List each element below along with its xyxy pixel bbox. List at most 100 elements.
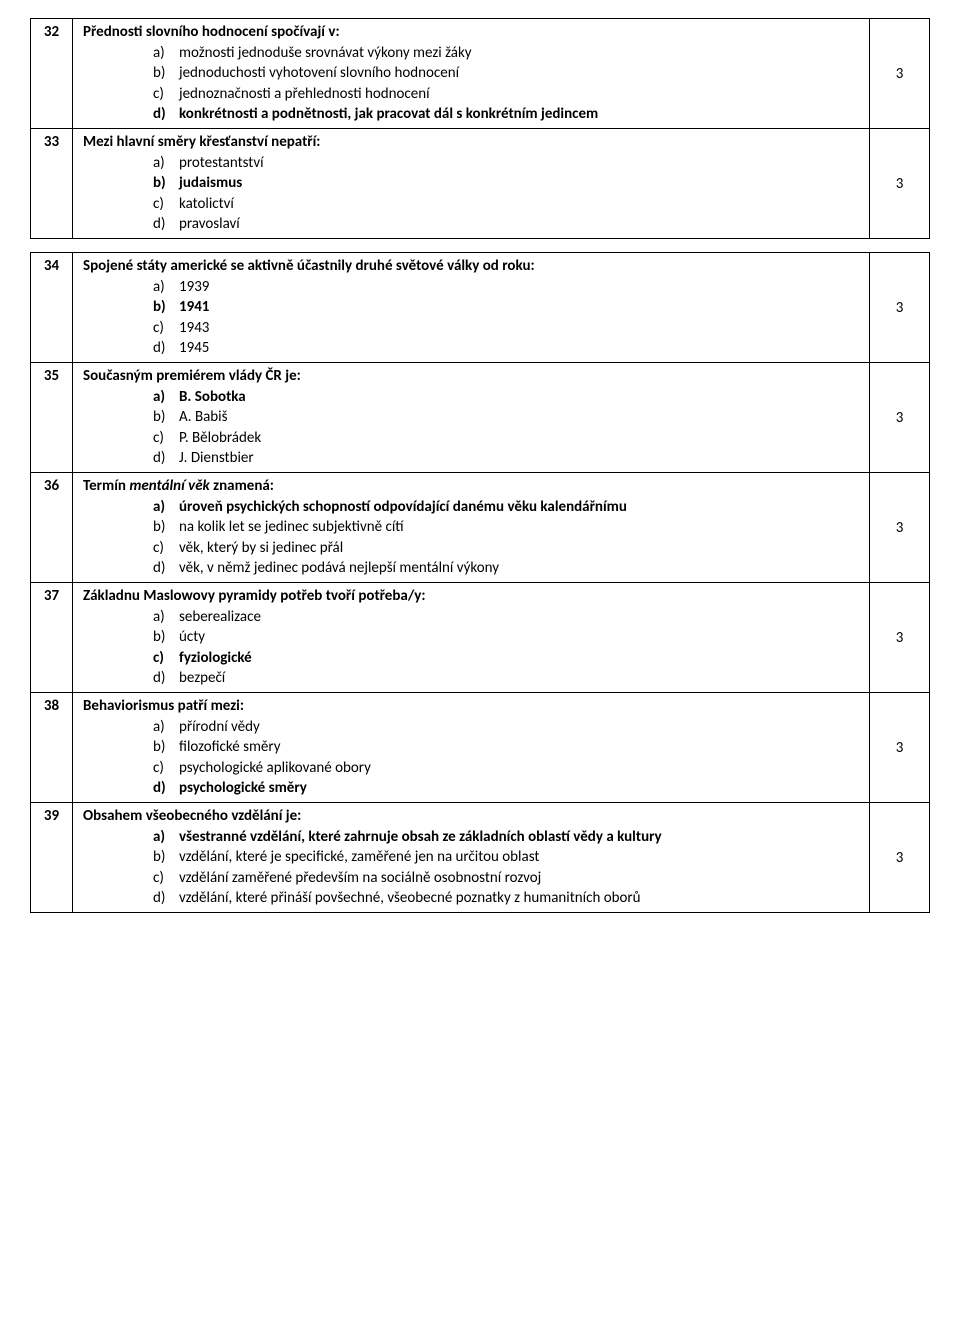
option-text: věk, v němž jedinec podává nejlepší ment… xyxy=(179,558,499,578)
option: d)vzdělání, které přináší povšechné, vše… xyxy=(153,888,861,908)
table-row: 32 Přednosti slovního hodnocení spočívají… xyxy=(31,19,930,129)
option-text: věk, který by si jedinec přál xyxy=(179,538,343,558)
option-text: judaismus xyxy=(179,173,242,193)
option: b)na kolik let se jedinec subjektivně cí… xyxy=(153,517,861,537)
question-options: a)úroveň psychických schopností odpovída… xyxy=(153,497,861,578)
question-content: Termín mentální věk znamená: a)úroveň psy… xyxy=(73,473,870,583)
option-text: 1943 xyxy=(179,318,209,338)
option: b)judaismus xyxy=(153,173,861,193)
option-letter: d) xyxy=(153,214,179,234)
option: d)věk, v němž jedinec podává nejlepší me… xyxy=(153,558,861,578)
option: a)1939 xyxy=(153,277,861,297)
option-letter: a) xyxy=(153,497,179,517)
stem-prefix: Termín xyxy=(83,477,129,495)
option-letter: a) xyxy=(153,827,179,847)
option-letter: d) xyxy=(153,104,179,124)
option: d)J. Dienstbier xyxy=(153,448,861,468)
option-letter: a) xyxy=(153,153,179,173)
option: d)1945 xyxy=(153,338,861,358)
question-options: a)všestranné vzdělání, které zahrnuje ob… xyxy=(153,827,861,908)
option-text: psychologické aplikované obory xyxy=(179,758,371,778)
option-text: pravoslaví xyxy=(179,214,240,234)
table-row: 33Mezi hlavní směry křesťanství nepatří:… xyxy=(31,129,930,239)
question-options: a)protestantstvíb)judaismusc)katolictvíd… xyxy=(153,153,861,234)
spacer-row xyxy=(31,239,930,253)
table-row: 35 Současným premiérem vlády ČR je: a)B. S… xyxy=(31,363,930,473)
option-text: seberealizace xyxy=(179,607,261,627)
question-number: 37 xyxy=(31,583,73,693)
option: d)konkrétnosti a podnětnosti, jak pracov… xyxy=(153,104,861,124)
question-content: Behaviorismus patří mezi:a)přírodní vědy… xyxy=(73,693,870,803)
question-content: Spojené státy americké se aktivně účastn… xyxy=(73,253,870,363)
option: d)pravoslaví xyxy=(153,214,861,234)
option-text: filozofické směry xyxy=(179,737,280,757)
question-content: Mezi hlavní směry křesťanství nepatří:a)… xyxy=(73,129,870,239)
question-stem: Současným premiérem vlády ČR je: xyxy=(83,367,861,385)
option: c)1943 xyxy=(153,318,861,338)
option: a)protestantství xyxy=(153,153,861,173)
question-stem: Spojené státy americké se aktivně účastn… xyxy=(83,257,861,275)
option-letter: b) xyxy=(153,627,179,647)
option: b)A. Babiš xyxy=(153,407,861,427)
question-options: a)možnosti jednoduše srovnávat výkony me… xyxy=(153,43,861,124)
question-number: 32 xyxy=(31,19,73,129)
option-letter: b) xyxy=(153,517,179,537)
option-letter: c) xyxy=(153,318,179,338)
option-letter: b) xyxy=(153,297,179,317)
option: c)věk, který by si jedinec přál xyxy=(153,538,861,558)
option: c)fyziologické xyxy=(153,648,861,668)
option-letter: a) xyxy=(153,717,179,737)
option: b)jednoduchosti vyhotovení slovního hodn… xyxy=(153,63,861,83)
question-options: a)přírodní vědyb)filozofické směryc)psyc… xyxy=(153,717,861,798)
question-score: 3 xyxy=(870,19,930,129)
table-row: 36Termín mentální věk znamená:a)úroveň p… xyxy=(31,473,930,583)
option-text: vzdělání zaměřené především na sociálně … xyxy=(179,868,541,888)
option: b)vzdělání, které je specifické, zaměřen… xyxy=(153,847,861,867)
option: b)1941 xyxy=(153,297,861,317)
question-content: Základnu Maslowovy pyramidy potřeb tvoří… xyxy=(73,583,870,693)
question-number: 39 xyxy=(31,803,73,913)
question-number: 34 xyxy=(31,253,73,363)
option-letter: c) xyxy=(153,758,179,778)
option: b)úcty xyxy=(153,627,861,647)
option-text: fyziologické xyxy=(179,648,252,668)
option: c)jednoznačnosti a přehlednosti hodnocen… xyxy=(153,84,861,104)
question-stem: Základnu Maslowovy pyramidy potřeb tvoří… xyxy=(83,587,861,605)
option-text: na kolik let se jedinec subjektivně cítí xyxy=(179,517,404,537)
question-options: a)B. Sobotkab)A. Babišc)P. Bělobrádekd)J… xyxy=(153,387,861,468)
option-letter: d) xyxy=(153,668,179,688)
option-text: B. Sobotka xyxy=(179,387,246,407)
option-text: jednoduchosti vyhotovení slovního hodnoc… xyxy=(179,63,459,83)
option-letter: b) xyxy=(153,63,179,83)
option-text: 1945 xyxy=(179,338,209,358)
option-letter: d) xyxy=(153,448,179,468)
question-table: 32 Přednosti slovního hodnocení spočívají… xyxy=(30,18,930,913)
question-score: 3 xyxy=(870,129,930,239)
option-letter: a) xyxy=(153,277,179,297)
option-letter: d) xyxy=(153,778,179,798)
option: c)katolictví xyxy=(153,194,861,214)
question-stem: Obsahem všeobecného vzdělání je: xyxy=(83,807,861,825)
question-options: a)1939b)1941c)1943d)1945 xyxy=(153,277,861,358)
question-number: 33 xyxy=(31,129,73,239)
option-letter: c) xyxy=(153,538,179,558)
question-score: 3 xyxy=(870,693,930,803)
option-text: psychologické směry xyxy=(179,778,307,798)
question-stem: Termín mentální věk znamená: xyxy=(83,477,861,495)
option: c)P. Bělobrádek xyxy=(153,428,861,448)
option-letter: a) xyxy=(153,43,179,63)
option: c)vzdělání zaměřené především na sociáln… xyxy=(153,868,861,888)
question-number: 35 xyxy=(31,363,73,473)
option-letter: d) xyxy=(153,888,179,908)
table-row: 38Behaviorismus patří mezi:a)přírodní vě… xyxy=(31,693,930,803)
question-options: a)seberealizaceb)úctyc)fyziologickéd)bez… xyxy=(153,607,861,688)
question-score: 3 xyxy=(870,363,930,473)
table-row: 34 Spojené státy americké se aktivně účas… xyxy=(31,253,930,363)
option-letter: c) xyxy=(153,868,179,888)
option-text: bezpečí xyxy=(179,668,225,688)
option-text: jednoznačnosti a přehlednosti hodnocení xyxy=(179,84,430,104)
option: a)všestranné vzdělání, které zahrnuje ob… xyxy=(153,827,861,847)
option: a)B. Sobotka xyxy=(153,387,861,407)
question-number: 38 xyxy=(31,693,73,803)
question-stem: Přednosti slovního hodnocení spočívají v… xyxy=(83,23,861,41)
